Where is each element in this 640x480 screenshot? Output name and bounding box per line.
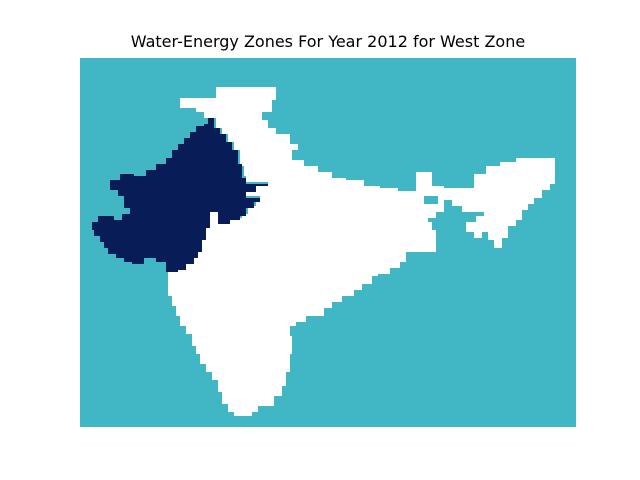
map-title: Water-Energy Zones For Year 2012 for Wes… (130, 32, 526, 51)
west-zone-region (92, 118, 268, 272)
map-plot-area (80, 58, 576, 427)
eastern-inlet (424, 196, 438, 204)
india-landmass (168, 87, 555, 416)
